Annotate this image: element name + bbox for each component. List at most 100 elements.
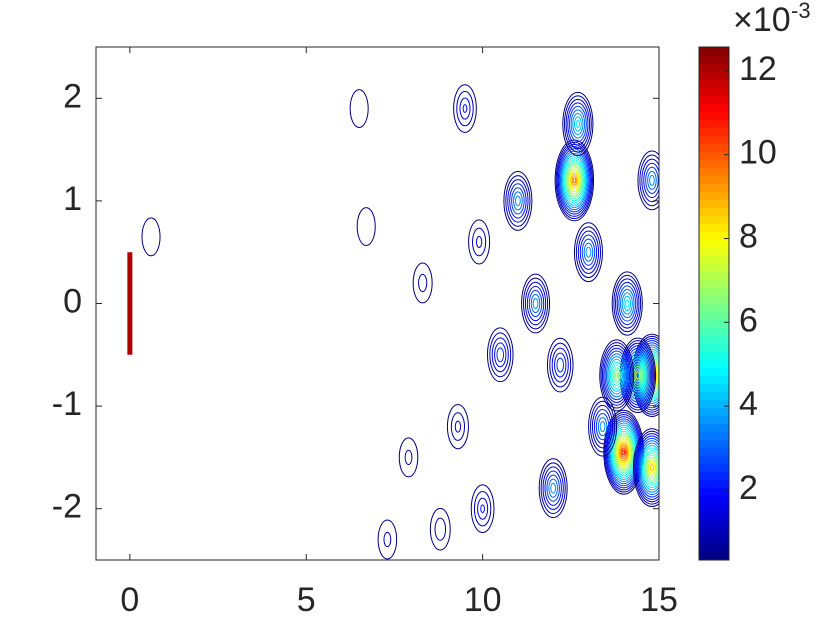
colorbar-cell xyxy=(699,198,729,208)
contour-line xyxy=(572,177,577,184)
contour-line xyxy=(607,356,627,395)
contour-line xyxy=(620,288,635,319)
contour-line xyxy=(429,507,451,551)
colorbar-cell xyxy=(699,463,729,473)
contour-line xyxy=(569,170,580,191)
contour-line xyxy=(554,352,567,378)
contour-line xyxy=(356,207,376,247)
contour-line xyxy=(610,424,638,480)
contour-line xyxy=(624,347,652,403)
colorbar-cell xyxy=(699,278,729,288)
contour-line xyxy=(556,357,565,373)
contour-line xyxy=(568,105,587,143)
contour-line xyxy=(637,150,659,211)
contour-line xyxy=(564,159,585,202)
contour-line xyxy=(591,404,614,449)
contour-line xyxy=(616,281,638,326)
contour-line xyxy=(511,187,525,215)
contour-line xyxy=(141,217,161,257)
contour-line xyxy=(606,416,642,489)
colorbar-cell xyxy=(699,527,729,537)
contour-line xyxy=(567,166,582,195)
contour-line xyxy=(486,327,514,383)
contour-line xyxy=(434,517,447,541)
colorbar-cell xyxy=(699,487,729,497)
contour-line xyxy=(615,278,640,329)
contour-line xyxy=(526,285,545,322)
colorbar-cell xyxy=(699,126,729,136)
colorbar-cell xyxy=(699,535,729,545)
colorbar-cell xyxy=(699,54,729,64)
contour-line xyxy=(583,242,594,262)
colorbar-cell xyxy=(699,134,729,144)
contour-line xyxy=(616,437,632,468)
contour-line xyxy=(639,154,659,207)
contour-line xyxy=(614,433,634,472)
colorbar-cell xyxy=(699,86,729,96)
contour-line xyxy=(634,430,659,505)
contour-line xyxy=(588,396,618,457)
contour-line xyxy=(649,464,654,472)
colorbar-tick-label: 4 xyxy=(739,385,758,423)
colorbar-cell xyxy=(699,230,729,240)
contour-line xyxy=(556,143,592,217)
contour-line xyxy=(349,89,369,129)
x-tick-label: 10 xyxy=(464,581,502,619)
contour-line xyxy=(565,98,591,150)
contour-line xyxy=(637,437,659,498)
colorbar-cell xyxy=(699,70,729,80)
colorbar-cell xyxy=(699,78,729,88)
colorbar-tick-label: 8 xyxy=(739,218,758,256)
contour-line xyxy=(477,497,489,520)
colorbar-cell xyxy=(699,62,729,72)
contour-line xyxy=(383,531,392,548)
contour-line xyxy=(560,152,588,208)
colorbar-cell xyxy=(699,262,729,272)
contour-line xyxy=(595,413,610,441)
colorbar-cell xyxy=(699,335,729,345)
contour-line xyxy=(646,456,658,479)
colorbar-tick-label: 12 xyxy=(739,50,777,88)
contour-line xyxy=(611,271,643,336)
contour-line xyxy=(573,116,582,132)
contour-line xyxy=(509,183,527,219)
contour-line xyxy=(507,179,529,223)
contour-line xyxy=(548,478,558,498)
contour-line xyxy=(597,417,608,437)
contour-line xyxy=(632,428,659,507)
colorbar-cell xyxy=(699,503,729,513)
contour-line xyxy=(601,344,632,406)
contour-line xyxy=(604,350,629,401)
colorbar-cell xyxy=(699,94,729,104)
contour-line xyxy=(613,370,620,381)
contour-line xyxy=(639,442,659,493)
colorbar-cell xyxy=(699,551,729,561)
contour-line xyxy=(566,164,583,197)
colorbar-cell xyxy=(699,102,729,112)
contour-line xyxy=(620,445,628,459)
colorbar-cell xyxy=(699,286,729,296)
contour-line xyxy=(645,454,659,481)
contour-line xyxy=(573,222,603,283)
colorbar-cell xyxy=(699,431,729,441)
contour-line xyxy=(645,166,659,194)
colorbar-cell xyxy=(699,303,729,313)
contour-line xyxy=(558,148,590,213)
colorbar-tick-label: 6 xyxy=(739,301,758,339)
contour-line xyxy=(615,435,633,470)
colorbar-cell xyxy=(699,270,729,280)
contour-line xyxy=(532,298,539,309)
contour-line xyxy=(557,146,591,215)
contour-line xyxy=(605,353,628,398)
contour-line xyxy=(456,90,474,127)
contour-line xyxy=(450,412,466,441)
contour-line xyxy=(647,459,657,477)
contour-line xyxy=(643,449,659,486)
contour-line xyxy=(404,449,413,466)
contour-line xyxy=(489,332,512,378)
contour-line xyxy=(491,337,509,373)
x-tick-label: 5 xyxy=(297,581,316,619)
contour-line xyxy=(636,435,659,500)
colorbar-frame xyxy=(698,46,730,561)
